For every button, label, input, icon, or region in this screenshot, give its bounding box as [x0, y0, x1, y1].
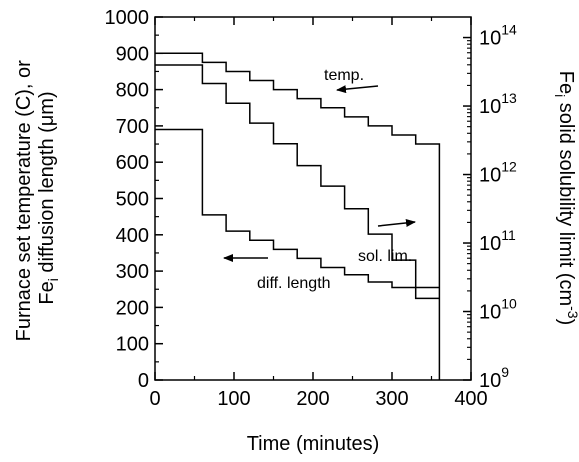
left-y-axis-title: Furnace set temperature (C), or Fei diff… — [13, 55, 61, 342]
right-y-tick-base: 10 — [479, 302, 501, 324]
right-y-tick-label: 1011 — [479, 227, 516, 255]
right-y-tick-base: 10 — [479, 370, 501, 392]
annotation-diff-length: diff. length — [257, 275, 331, 292]
right-y-tick-base: 10 — [479, 233, 501, 255]
annotation-sol-lim: sol. lim. — [358, 248, 412, 265]
left-y-axis-title-rest: diffusion length ( — [36, 126, 58, 278]
right-y-axis-title-close: ) — [555, 319, 577, 326]
right-y-tick-label: 1013 — [479, 90, 517, 118]
x-axis-title: Time (minutes) — [247, 433, 380, 455]
left-y-axis-title-mu: μ — [36, 115, 58, 127]
series-line-diff-length — [155, 128, 440, 300]
right-y-tick-exponent: 13 — [501, 90, 517, 106]
right-y-axis-title: Fei solid solubility limit (cm-3) — [552, 71, 579, 326]
series-line-sol-lim — [155, 64, 440, 289]
x-tick-label: 400 — [454, 388, 487, 410]
right-y-tick-label: 109 — [479, 364, 509, 392]
left-y-axis-title-fe: Fe — [36, 281, 58, 304]
left-y-tick-label: 100 — [116, 334, 149, 356]
x-tick-label: 200 — [296, 388, 329, 410]
left-y-tick-label: 500 — [116, 189, 149, 211]
left-y-tick-label: 400 — [116, 225, 149, 247]
left-y-tick-label: 300 — [116, 261, 149, 283]
annotation-arrow-temp — [336, 85, 379, 94]
right-y-tick-exponent: 9 — [501, 364, 509, 380]
left-y-tick-label: 1000 — [105, 7, 150, 29]
left-y-tick-label: 200 — [116, 297, 149, 319]
left-y-axis-ticks: 0 100 200 300 400 500 600 700 800 900 1000 — [105, 7, 163, 392]
left-y-tick-label: 700 — [116, 116, 149, 138]
right-y-tick-base: 10 — [479, 165, 501, 187]
left-y-tick-label: 900 — [116, 43, 149, 65]
x-tick-label: 100 — [217, 388, 250, 410]
series-layer — [155, 52, 441, 380]
right-y-axis-title-sub: i — [552, 94, 568, 97]
right-y-axis-title-fe: Fe — [555, 71, 577, 94]
right-y-axis-title-exp: -3 — [565, 306, 579, 319]
left-y-tick-label: 0 — [138, 370, 149, 392]
right-y-tick-base: 10 — [479, 96, 501, 118]
right-y-tick-label: 1014 — [479, 22, 517, 50]
series-line-temp — [155, 52, 441, 380]
left-y-tick-label: 800 — [116, 80, 149, 102]
right-y-tick-exponent: 11 — [501, 227, 516, 243]
left-y-axis-title-unit: m) — [36, 91, 58, 114]
x-axis-ticks: 0 100 200 300 400 — [149, 17, 488, 410]
annotation-arrow-sol-lim — [377, 218, 416, 227]
right-y-tick-exponent: 14 — [501, 22, 517, 38]
right-y-tick-base: 10 — [479, 28, 501, 50]
left-y-tick-label: 600 — [116, 152, 149, 174]
left-y-axis-title-sub: i — [45, 278, 61, 281]
right-y-axis-title-rest: solid solubility limit (cm — [555, 97, 577, 306]
right-y-tick-exponent: 12 — [501, 159, 517, 175]
x-tick-label: 300 — [375, 388, 408, 410]
right-y-tick-exponent: 10 — [501, 296, 517, 312]
annotation-layer: temp. sol. lim. diff. length — [223, 67, 416, 292]
right-y-tick-label: 1012 — [479, 159, 517, 187]
right-y-tick-label: 1010 — [479, 296, 517, 324]
annotation-temp: temp. — [324, 67, 364, 84]
left-y-axis-title-line1: Furnace set temperature (C), or — [13, 60, 35, 342]
x-tick-label: 0 — [149, 388, 160, 410]
